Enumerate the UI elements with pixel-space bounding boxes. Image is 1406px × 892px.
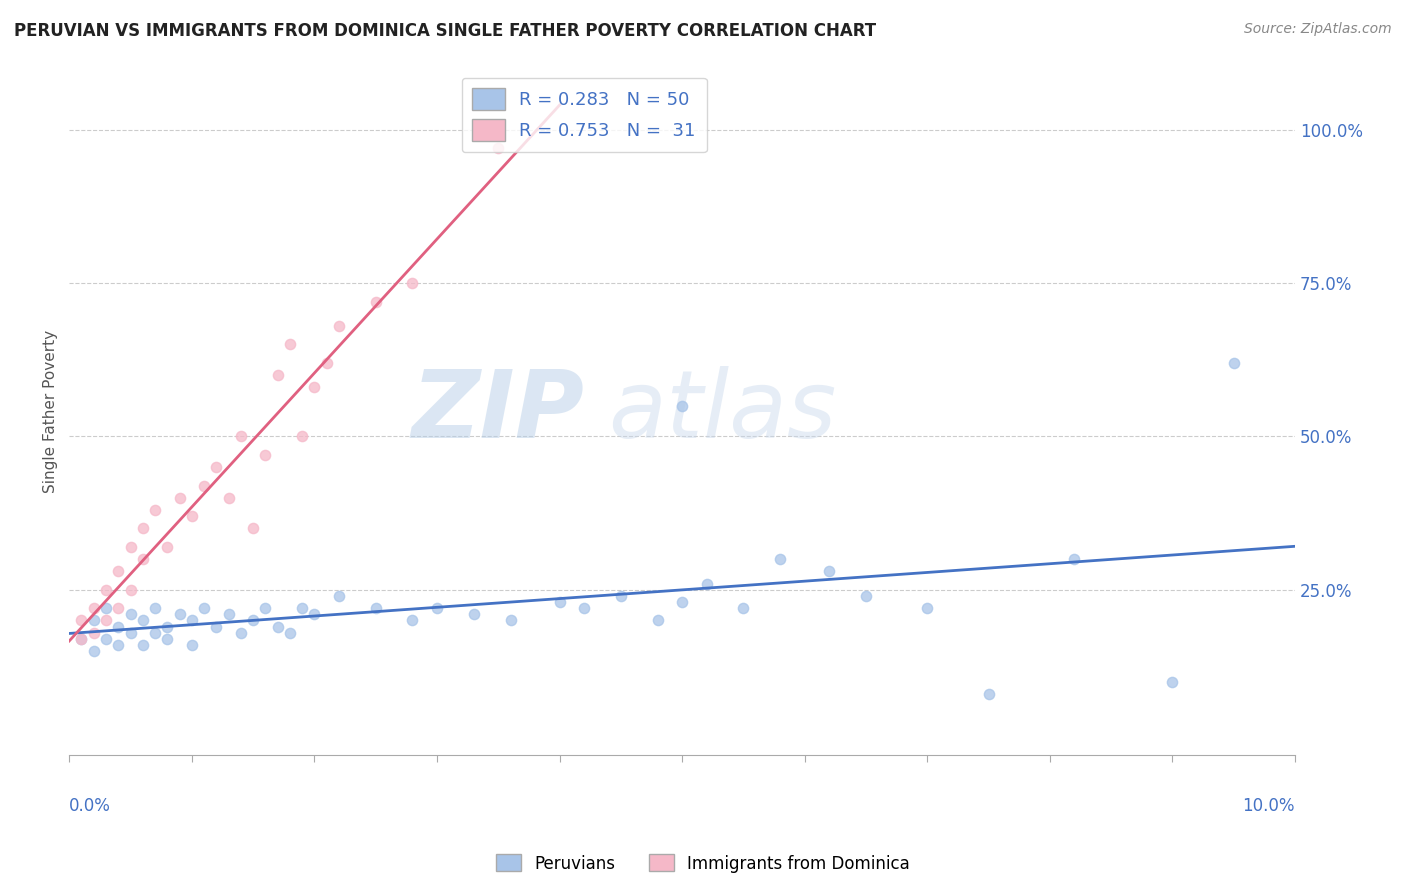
- Point: [266, 368, 288, 383]
- Point: [218, 491, 240, 505]
- Point: [193, 478, 215, 492]
- Point: [278, 337, 301, 351]
- Point: [120, 540, 142, 554]
- Point: [671, 399, 693, 413]
- Point: [328, 319, 350, 334]
- Point: [156, 619, 179, 633]
- Point: [917, 601, 939, 615]
- Point: [107, 601, 129, 615]
- Point: [120, 582, 142, 597]
- Point: [83, 644, 105, 658]
- Point: [1063, 552, 1085, 566]
- Point: [156, 632, 179, 646]
- Point: [486, 141, 509, 155]
- Point: [769, 552, 792, 566]
- Point: [180, 638, 202, 652]
- Point: [463, 607, 485, 622]
- Point: [364, 294, 387, 309]
- Point: [1161, 674, 1184, 689]
- Point: [242, 521, 264, 535]
- Point: [315, 356, 337, 370]
- Point: [855, 589, 877, 603]
- Point: [180, 614, 202, 628]
- Point: [278, 625, 301, 640]
- Text: 10.0%: 10.0%: [1243, 797, 1295, 814]
- Point: [83, 614, 105, 628]
- Point: [977, 687, 1000, 701]
- Text: atlas: atlas: [609, 367, 837, 458]
- Point: [143, 503, 166, 517]
- Point: [291, 601, 314, 615]
- Text: Source: ZipAtlas.com: Source: ZipAtlas.com: [1244, 22, 1392, 37]
- Point: [107, 565, 129, 579]
- Point: [94, 582, 117, 597]
- Point: [364, 601, 387, 615]
- Text: 0.0%: 0.0%: [69, 797, 111, 814]
- Point: [94, 614, 117, 628]
- Point: [499, 614, 522, 628]
- Point: [94, 632, 117, 646]
- Point: [94, 601, 117, 615]
- Point: [83, 601, 105, 615]
- Point: [401, 276, 423, 290]
- Point: [401, 614, 423, 628]
- Point: [548, 595, 571, 609]
- Point: [132, 521, 155, 535]
- Point: [291, 429, 314, 443]
- Point: [328, 589, 350, 603]
- Point: [304, 380, 326, 394]
- Legend: Peruvians, Immigrants from Dominica: Peruvians, Immigrants from Dominica: [489, 847, 917, 880]
- Point: [647, 614, 669, 628]
- Point: [70, 632, 93, 646]
- Point: [169, 491, 191, 505]
- Point: [242, 614, 264, 628]
- Text: PERUVIAN VS IMMIGRANTS FROM DOMINICA SINGLE FATHER POVERTY CORRELATION CHART: PERUVIAN VS IMMIGRANTS FROM DOMINICA SIN…: [14, 22, 876, 40]
- Point: [107, 638, 129, 652]
- Point: [83, 625, 105, 640]
- Point: [572, 601, 595, 615]
- Point: [180, 509, 202, 524]
- Point: [156, 540, 179, 554]
- Point: [610, 589, 633, 603]
- Point: [304, 607, 326, 622]
- Point: [254, 601, 277, 615]
- Point: [132, 638, 155, 652]
- Point: [266, 619, 288, 633]
- Y-axis label: Single Father Poverty: Single Father Poverty: [44, 330, 58, 493]
- Point: [132, 614, 155, 628]
- Point: [132, 552, 155, 566]
- Point: [107, 619, 129, 633]
- Point: [70, 614, 93, 628]
- Point: [143, 601, 166, 615]
- Point: [671, 595, 693, 609]
- Point: [70, 632, 93, 646]
- Point: [193, 601, 215, 615]
- Point: [205, 460, 228, 475]
- Point: [696, 576, 718, 591]
- Point: [818, 565, 841, 579]
- Point: [733, 601, 755, 615]
- Point: [229, 429, 252, 443]
- Point: [143, 625, 166, 640]
- Point: [426, 601, 449, 615]
- Point: [218, 607, 240, 622]
- Point: [120, 607, 142, 622]
- Point: [229, 625, 252, 640]
- Point: [1222, 356, 1244, 370]
- Point: [254, 448, 277, 462]
- Point: [169, 607, 191, 622]
- Text: ZIP: ZIP: [411, 366, 583, 458]
- Point: [120, 625, 142, 640]
- Legend: R = 0.283   N = 50, R = 0.753   N =  31: R = 0.283 N = 50, R = 0.753 N = 31: [461, 78, 707, 153]
- Point: [205, 619, 228, 633]
